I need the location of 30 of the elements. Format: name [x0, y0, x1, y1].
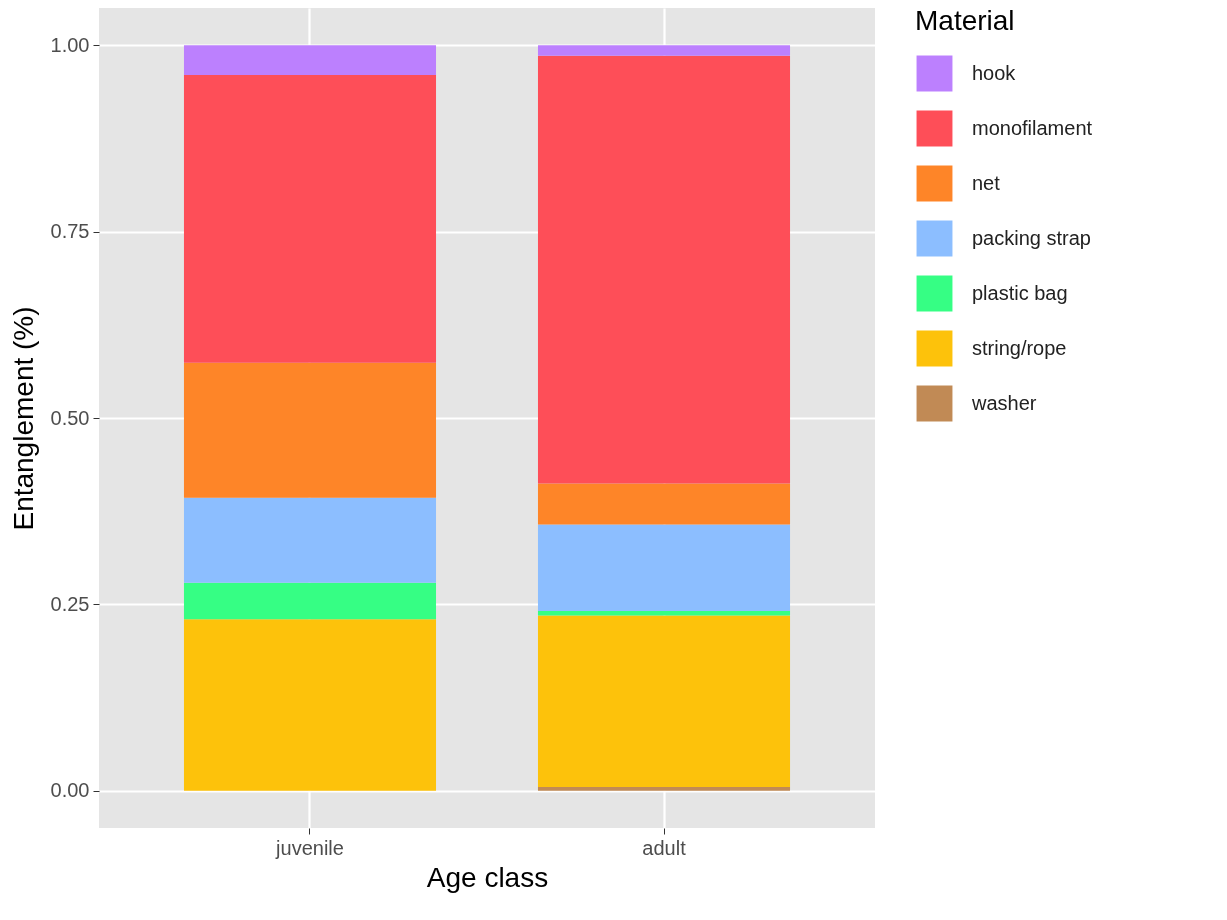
bar — [537, 55, 791, 484]
legend-label: washer — [971, 391, 1037, 414]
y-tick-label: 0.25 — [50, 592, 90, 615]
bar — [537, 611, 791, 616]
legend-label: plastic bag — [972, 281, 1068, 304]
bar — [537, 45, 791, 56]
bar — [537, 787, 791, 791]
bar — [183, 497, 437, 583]
legend-label: net — [972, 171, 1001, 194]
y-tick-label: 0.75 — [50, 220, 90, 243]
bar — [183, 75, 437, 363]
y-tick-label: 0.00 — [50, 779, 90, 802]
legend-title: Material — [915, 5, 1015, 36]
y-tick-label: 1.00 — [50, 33, 90, 56]
y-tick-label: 0.50 — [50, 406, 90, 429]
legend-label: packing strap — [972, 226, 1091, 249]
y-axis-title: Entanglement (%) — [7, 306, 39, 531]
bar — [183, 45, 437, 76]
x-tick-label: juvenile — [275, 836, 344, 859]
bar — [183, 619, 437, 791]
bar — [183, 582, 437, 620]
legend-label: string/rope — [972, 336, 1067, 359]
bar — [537, 524, 791, 612]
bar — [183, 362, 437, 498]
x-tick-label: adult — [642, 836, 687, 859]
legend-label: hook — [972, 61, 1017, 84]
bar — [537, 483, 791, 525]
legend-label: monofilament — [972, 116, 1093, 139]
bar — [537, 615, 791, 787]
x-axis-title: Age class — [426, 861, 549, 893]
